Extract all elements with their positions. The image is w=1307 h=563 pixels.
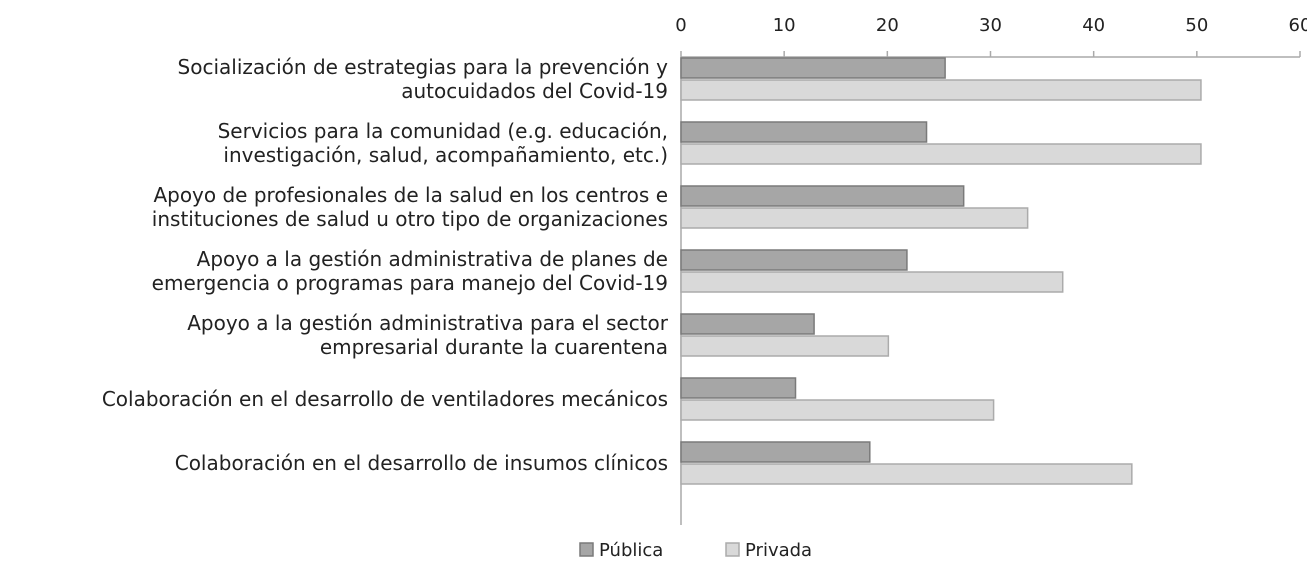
legend-label: Pública	[599, 540, 663, 561]
x-tick-label: 40	[1082, 15, 1105, 36]
category-label: Apoyo a la gestión administrativa de pla…	[151, 246, 668, 295]
bar	[680, 121, 928, 143]
bar	[680, 57, 946, 79]
legend-swatch	[725, 542, 740, 557]
category-label: Colaboración en el desarrollo de ventila…	[101, 386, 668, 411]
x-tick-label: 60	[1289, 15, 1307, 36]
bar	[680, 377, 797, 399]
category-label: Socialización de estrategias para la pre…	[177, 54, 668, 103]
bar	[680, 207, 1029, 229]
bar	[680, 313, 815, 335]
bar	[680, 441, 871, 463]
x-tick-label: 50	[1185, 15, 1208, 36]
x-tick-label: 30	[979, 15, 1002, 36]
category-label: Apoyo de profesionales de la salud en lo…	[151, 182, 668, 231]
bar	[680, 143, 1202, 165]
legend-swatch	[579, 542, 594, 557]
category-label: Apoyo a la gestión administrativa para e…	[187, 310, 668, 359]
bar	[680, 249, 908, 271]
category-label: Colaboración en el desarrollo de insumos…	[174, 450, 668, 475]
bar	[680, 399, 995, 421]
bar	[680, 79, 1202, 101]
bar	[680, 463, 1133, 485]
category-label: Servicios para la comunidad (e.g. educac…	[217, 118, 668, 167]
x-tick-label: 20	[876, 15, 899, 36]
x-tick-label: 10	[773, 15, 796, 36]
bar	[680, 271, 1064, 293]
bar	[680, 335, 890, 357]
x-tick-label: 0	[675, 15, 686, 36]
bar	[680, 185, 965, 207]
legend-label: Privada	[745, 540, 812, 561]
